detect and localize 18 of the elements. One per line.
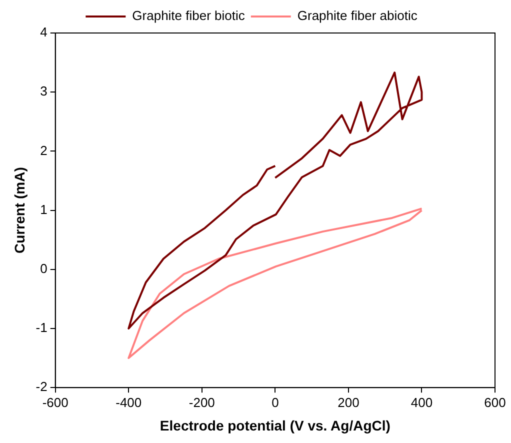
- x-tick-label: 400: [410, 394, 433, 410]
- y-tick-label: -1: [36, 320, 48, 336]
- y-tick-label: 3: [40, 84, 48, 99]
- y-tick-label: 0: [40, 260, 48, 276]
- x-tick-label: -200: [188, 394, 215, 410]
- x-tick-label: 0: [272, 394, 279, 410]
- y-axis-title: Current (mA): [11, 167, 28, 254]
- y-tick-label: 1: [40, 202, 48, 217]
- y-tick-label: -2: [36, 379, 48, 394]
- y-tick-label: 4: [40, 24, 48, 40]
- x-tick-label: 600: [484, 394, 506, 410]
- x-tick-label: -400: [116, 394, 142, 410]
- x-tick-label: -600: [42, 394, 68, 410]
- x-axis-title: Electrode potential (V vs. Ag/AgCl): [160, 417, 390, 434]
- y-tick-label: 2: [40, 142, 48, 158]
- x-tick-label: 200: [338, 394, 360, 410]
- legend-label: Graphite fiber biotic: [132, 8, 246, 24]
- legend-label: Graphite fiber abiotic: [297, 8, 418, 24]
